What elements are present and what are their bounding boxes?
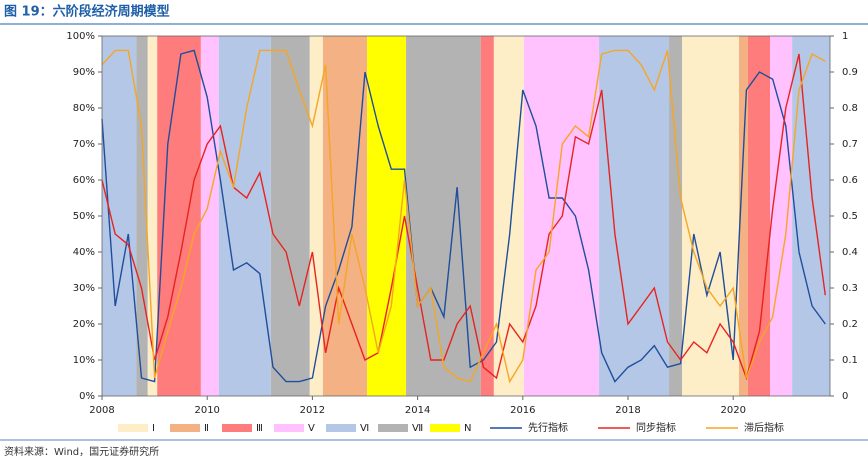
series-line: [101, 53, 826, 381]
phase-band: [792, 36, 830, 396]
phase-band: [322, 36, 368, 396]
x-tick-label: 2012: [300, 405, 325, 416]
phase-band: [747, 36, 771, 396]
y2-tick-label: 0.1: [842, 355, 858, 366]
legend-swatch: [222, 424, 252, 432]
chart-title: 图 19：六阶段经济周期模型: [4, 4, 170, 20]
y-tick-label: 80%: [73, 103, 95, 114]
y2-tick-label: 0.9: [842, 67, 858, 78]
phase-band: [367, 36, 407, 396]
y-tick-label: 30%: [73, 283, 95, 294]
legend-swatch: [170, 424, 200, 432]
y2-tick-label: 0.8: [842, 103, 858, 114]
phase-band: [270, 36, 310, 396]
y2-tick-label: 0.4: [842, 247, 858, 258]
phase-band: [102, 36, 137, 396]
bands: [102, 36, 830, 396]
legend-label: 滞后指标: [744, 421, 784, 434]
phase-band: [136, 36, 148, 396]
y2-tick-label: 1: [842, 31, 848, 42]
phase-band: [770, 36, 793, 396]
phase-band: [480, 36, 494, 396]
x-tick-label: 2020: [720, 405, 745, 416]
legend-label: Ⅱ: [204, 423, 209, 434]
y-tick-label: 70%: [73, 139, 95, 150]
y2-tick-label: 0: [842, 391, 848, 402]
y-tick-label: 10%: [73, 355, 95, 366]
source: 资料来源：Wind，国元证券研究所: [4, 445, 159, 458]
phase-band: [147, 36, 158, 396]
y-tick-label: 40%: [73, 247, 95, 258]
series-line: [101, 49, 826, 384]
series-line: [101, 49, 826, 383]
phase-band: [493, 36, 524, 396]
y-tick-label: 0%: [79, 391, 95, 402]
legend-label: Ⅶ: [412, 423, 423, 434]
legend-swatch: [430, 424, 460, 432]
legend-label: 同步指标: [636, 421, 676, 434]
phase-band: [309, 36, 323, 396]
axes: 0% 10% 20% 30% 40% 50% 60% 70% 80% 90% 100% 0 0.1 0.2…: [66, 31, 858, 434]
y2-tick-label: 0.5: [842, 211, 858, 222]
y-tick-label: 50%: [73, 211, 95, 222]
legend-label: Ⅴ: [308, 423, 315, 434]
phase-band: [599, 36, 670, 396]
legend-label: 先行指标: [528, 421, 568, 434]
x-tick-label: 2018: [615, 405, 640, 416]
legend-swatch: [378, 424, 408, 432]
phase-band: [218, 36, 271, 396]
x-tick-label: 2016: [510, 405, 535, 416]
y-tick-label: 60%: [73, 175, 95, 186]
legend-label: N: [464, 423, 471, 434]
legend-label: Ⅲ: [256, 423, 263, 434]
y-tick-label: 90%: [73, 67, 95, 78]
y-tick-label: 100%: [66, 31, 95, 42]
y2-tick-label: 0.2: [842, 319, 858, 330]
x-tick-label: 2010: [194, 405, 219, 416]
legend-label: Ⅰ: [152, 423, 155, 434]
y2-tick-label: 0.7: [842, 139, 858, 150]
phase-band: [739, 36, 748, 396]
x-tick-label: 2008: [89, 405, 114, 416]
phase-band: [157, 36, 201, 396]
y-tick-label: 20%: [73, 319, 95, 330]
lines: [101, 49, 826, 384]
phase-band: [669, 36, 683, 396]
y2-tick-label: 0.6: [842, 175, 858, 186]
legend-swatch: [326, 424, 356, 432]
x-tick-label: 2014: [405, 405, 430, 416]
phase-band: [200, 36, 219, 396]
legend-swatch: [118, 424, 148, 432]
legend-swatch: [274, 424, 304, 432]
y2-tick-label: 0.3: [842, 283, 858, 294]
legend-label: Ⅵ: [360, 423, 369, 434]
phase-band: [406, 36, 481, 396]
